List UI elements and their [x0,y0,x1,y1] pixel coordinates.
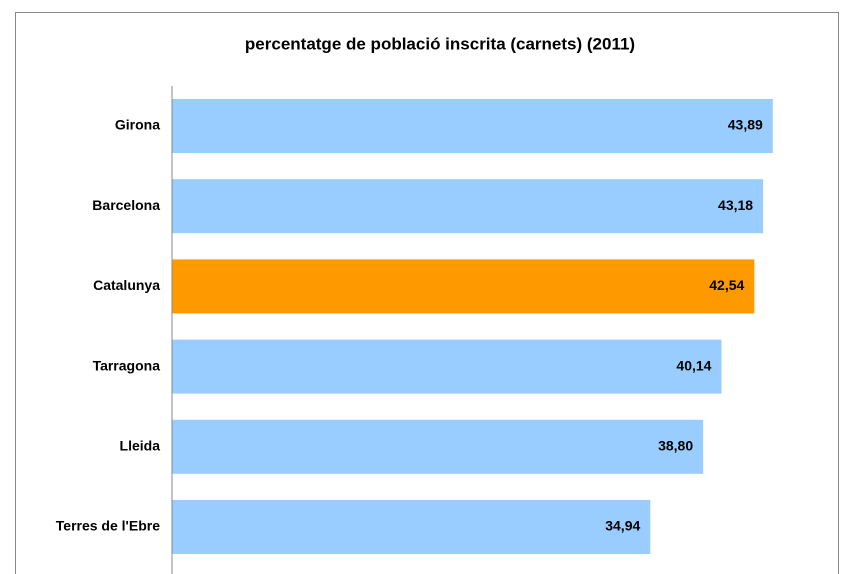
bar [172,99,773,153]
bar [172,339,722,394]
bar [172,259,755,314]
y-tick-label: Tarragona [93,357,161,373]
y-tick-label: Barcelona [92,197,160,213]
y-tick-label: Girona [115,117,160,133]
data-label: 40,14 [676,357,711,373]
data-label: 38,80 [658,438,693,454]
y-tick-label: Lleida [120,438,161,454]
chart-frame [15,12,839,574]
chart-title: percentatge de població inscrita (carnet… [245,34,635,53]
y-tick-label: Terres de l'Ebre [56,518,160,534]
bar [172,419,704,474]
bar [172,500,651,554]
data-label: 43,89 [728,117,763,133]
data-label: 34,94 [605,518,640,534]
bar [172,179,764,234]
data-label: 42,54 [709,277,744,293]
data-label: 43,18 [718,197,753,213]
y-tick-label: Catalunya [93,277,160,293]
